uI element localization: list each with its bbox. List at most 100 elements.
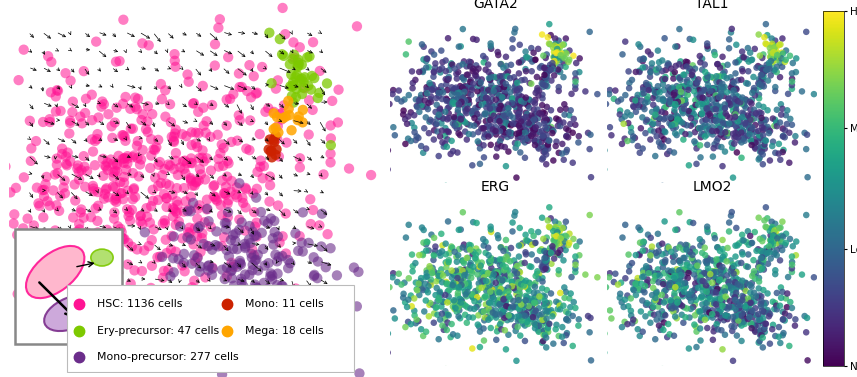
Point	[782, 343, 796, 349]
Point	[718, 304, 732, 310]
Point	[636, 64, 650, 70]
Point	[364, 172, 378, 178]
Point	[184, 155, 198, 161]
Point	[644, 65, 658, 71]
Point	[572, 125, 586, 131]
Point	[504, 133, 518, 139]
Point	[528, 127, 542, 133]
Point	[722, 283, 735, 289]
Point	[668, 109, 681, 115]
Point	[235, 219, 249, 225]
Point	[77, 68, 91, 74]
Point	[262, 328, 276, 334]
Point	[270, 258, 284, 264]
Point	[718, 149, 732, 155]
Point	[213, 150, 227, 156]
Point	[731, 77, 745, 83]
Point	[492, 113, 506, 119]
Point	[99, 164, 113, 170]
Point	[405, 303, 418, 309]
Point	[494, 303, 507, 310]
Point	[446, 87, 460, 93]
Point	[673, 284, 686, 290]
Point	[694, 111, 708, 117]
Point	[649, 153, 662, 159]
Point	[465, 84, 479, 90]
Point	[744, 308, 758, 314]
Point	[383, 270, 397, 276]
Point	[232, 227, 246, 233]
Point	[670, 315, 684, 321]
Point	[479, 104, 493, 110]
Point	[752, 80, 765, 86]
Point	[668, 285, 681, 291]
Point	[447, 86, 461, 92]
Point	[488, 124, 502, 130]
Point	[766, 238, 780, 244]
Point	[659, 250, 673, 256]
Point	[188, 296, 201, 302]
Point	[748, 146, 762, 152]
Point	[734, 260, 748, 266]
Point	[469, 73, 482, 79]
Point	[126, 170, 140, 176]
Point	[409, 77, 423, 83]
Point	[495, 94, 509, 100]
Point	[662, 61, 675, 67]
Point	[107, 216, 121, 222]
Point	[225, 260, 238, 266]
Point	[509, 304, 523, 310]
Point	[141, 118, 154, 124]
Point	[770, 235, 784, 241]
Point	[752, 109, 766, 115]
Point	[713, 74, 727, 80]
Point	[775, 239, 788, 245]
Point	[644, 69, 657, 75]
Point	[130, 106, 144, 112]
Point	[529, 280, 542, 286]
Point	[72, 169, 86, 175]
Point	[701, 123, 715, 129]
Point	[257, 163, 271, 169]
Point	[405, 120, 418, 126]
Point	[117, 174, 131, 180]
Point	[466, 68, 480, 74]
Point	[538, 293, 552, 299]
Point	[452, 273, 465, 279]
Point	[698, 252, 712, 258]
Point	[688, 66, 702, 72]
Point	[492, 296, 506, 302]
Point	[420, 273, 434, 279]
Point	[40, 198, 54, 204]
Point	[423, 265, 436, 271]
Point	[490, 86, 504, 92]
Point	[540, 287, 554, 293]
Point	[471, 259, 485, 265]
Point	[411, 104, 424, 110]
Point	[667, 333, 680, 339]
Point	[731, 261, 745, 267]
Point	[700, 43, 714, 49]
Point	[428, 244, 442, 250]
Point	[452, 44, 465, 50]
Point	[770, 234, 783, 240]
Point	[678, 280, 692, 287]
Point	[468, 255, 482, 261]
Point	[517, 119, 530, 125]
Point	[528, 296, 542, 302]
Point	[693, 94, 707, 100]
Point	[500, 246, 513, 252]
Point	[406, 80, 420, 86]
Point	[674, 267, 687, 273]
Point	[264, 149, 278, 155]
Point	[536, 84, 550, 90]
Point	[108, 184, 122, 190]
Point	[743, 233, 757, 239]
Point	[752, 133, 766, 139]
Point	[765, 35, 779, 41]
Point	[220, 265, 234, 271]
Point	[776, 126, 789, 132]
Point	[141, 214, 154, 220]
Point	[728, 111, 742, 117]
Point	[434, 109, 448, 115]
